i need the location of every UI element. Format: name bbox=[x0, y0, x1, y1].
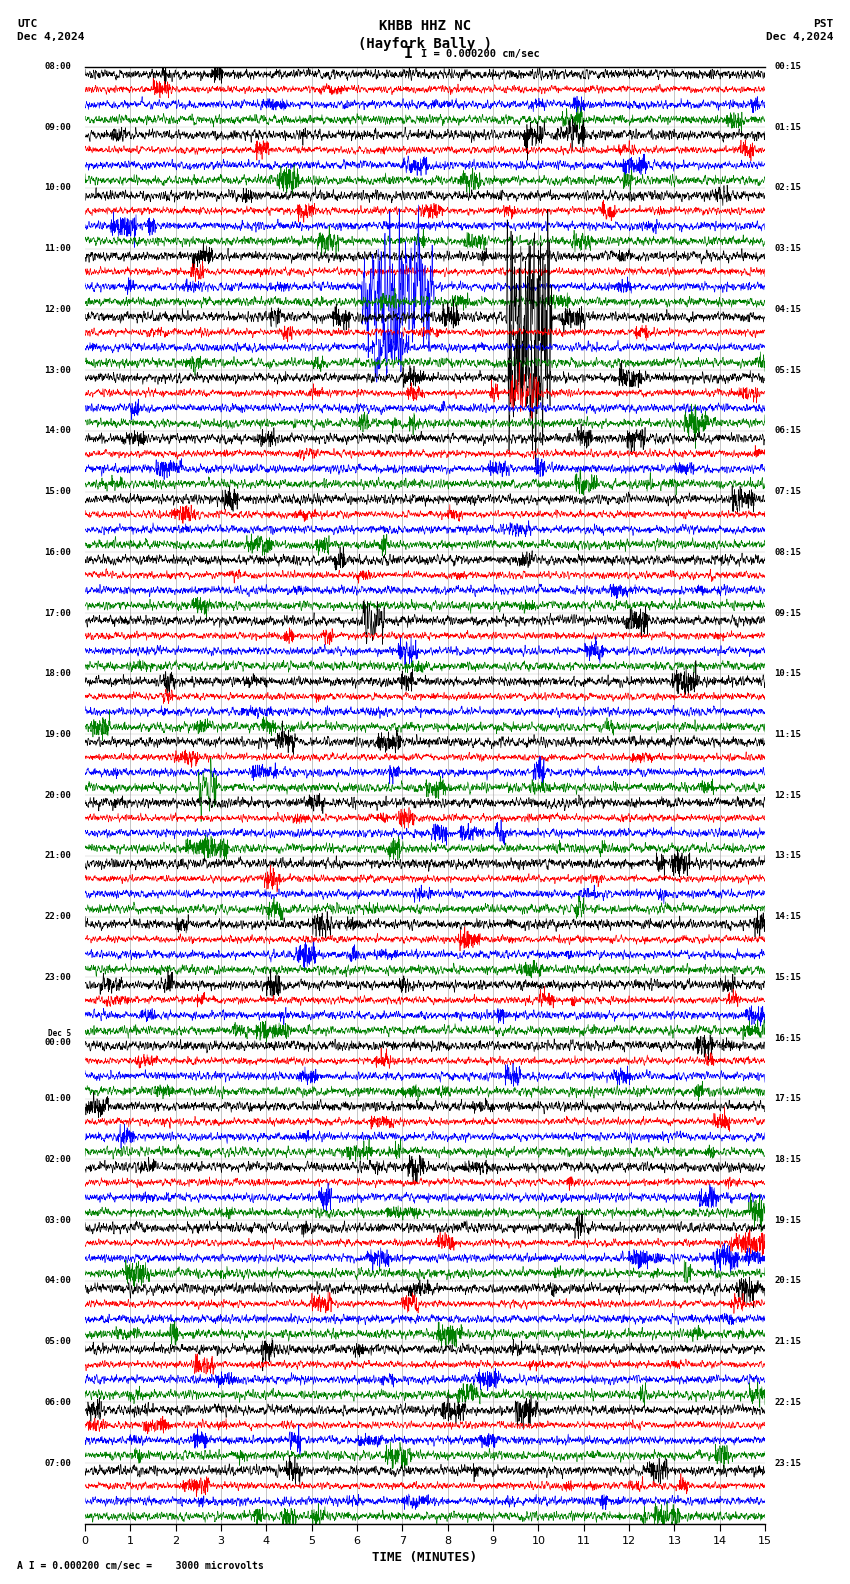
Text: A I = 0.000200 cm/sec =    3000 microvolts: A I = 0.000200 cm/sec = 3000 microvolts bbox=[17, 1562, 264, 1571]
Text: 13:15: 13:15 bbox=[774, 851, 801, 860]
Text: 11:00: 11:00 bbox=[44, 244, 71, 253]
Text: 21:15: 21:15 bbox=[774, 1337, 801, 1346]
Text: 07:15: 07:15 bbox=[774, 486, 801, 496]
Text: 12:00: 12:00 bbox=[44, 304, 71, 314]
Text: 18:15: 18:15 bbox=[774, 1155, 801, 1164]
Text: 02:15: 02:15 bbox=[774, 184, 801, 193]
Text: 22:15: 22:15 bbox=[774, 1397, 801, 1407]
Text: 23:00: 23:00 bbox=[44, 973, 71, 982]
Text: 00:15: 00:15 bbox=[774, 62, 801, 71]
Text: 03:15: 03:15 bbox=[774, 244, 801, 253]
Text: 16:00: 16:00 bbox=[44, 548, 71, 558]
Text: 08:15: 08:15 bbox=[774, 548, 801, 558]
Text: 02:00: 02:00 bbox=[44, 1155, 71, 1164]
Text: 19:00: 19:00 bbox=[44, 730, 71, 740]
Text: 10:15: 10:15 bbox=[774, 668, 801, 678]
Text: 23:15: 23:15 bbox=[774, 1459, 801, 1468]
Text: 15:15: 15:15 bbox=[774, 973, 801, 982]
Text: 17:15: 17:15 bbox=[774, 1095, 801, 1104]
Text: 16:15: 16:15 bbox=[774, 1033, 801, 1042]
Text: 14:15: 14:15 bbox=[774, 912, 801, 922]
Text: 12:15: 12:15 bbox=[774, 790, 801, 800]
Text: 05:00: 05:00 bbox=[44, 1337, 71, 1346]
Text: 17:00: 17:00 bbox=[44, 608, 71, 618]
Text: 05:15: 05:15 bbox=[774, 366, 801, 375]
Text: 06:00: 06:00 bbox=[44, 1397, 71, 1407]
Text: 20:00: 20:00 bbox=[44, 790, 71, 800]
Text: 00:00: 00:00 bbox=[44, 1038, 71, 1047]
Text: 07:00: 07:00 bbox=[44, 1459, 71, 1468]
Text: 08:00: 08:00 bbox=[44, 62, 71, 71]
X-axis label: TIME (MINUTES): TIME (MINUTES) bbox=[372, 1551, 478, 1563]
Text: 15:00: 15:00 bbox=[44, 486, 71, 496]
Text: PST
Dec 4,2024: PST Dec 4,2024 bbox=[766, 19, 833, 43]
Text: 18:00: 18:00 bbox=[44, 668, 71, 678]
Text: 06:15: 06:15 bbox=[774, 426, 801, 436]
Text: 01:00: 01:00 bbox=[44, 1095, 71, 1104]
Text: 10:00: 10:00 bbox=[44, 184, 71, 193]
Text: Dec 5: Dec 5 bbox=[48, 1030, 71, 1038]
Text: 22:00: 22:00 bbox=[44, 912, 71, 922]
Text: 09:15: 09:15 bbox=[774, 608, 801, 618]
Text: 14:00: 14:00 bbox=[44, 426, 71, 436]
Text: 13:00: 13:00 bbox=[44, 366, 71, 375]
Text: UTC
Dec 4,2024: UTC Dec 4,2024 bbox=[17, 19, 84, 43]
Text: 20:15: 20:15 bbox=[774, 1277, 801, 1286]
Text: 19:15: 19:15 bbox=[774, 1215, 801, 1224]
Text: 21:00: 21:00 bbox=[44, 851, 71, 860]
Text: 04:15: 04:15 bbox=[774, 304, 801, 314]
Text: KHBB HHZ NC
(Hayfork Bally ): KHBB HHZ NC (Hayfork Bally ) bbox=[358, 19, 492, 51]
Text: 04:00: 04:00 bbox=[44, 1277, 71, 1286]
Text: I = 0.000200 cm/sec: I = 0.000200 cm/sec bbox=[421, 49, 540, 59]
Text: 03:00: 03:00 bbox=[44, 1215, 71, 1224]
Text: 11:15: 11:15 bbox=[774, 730, 801, 740]
Text: I: I bbox=[404, 46, 412, 62]
Text: 01:15: 01:15 bbox=[774, 122, 801, 131]
Text: 09:00: 09:00 bbox=[44, 122, 71, 131]
